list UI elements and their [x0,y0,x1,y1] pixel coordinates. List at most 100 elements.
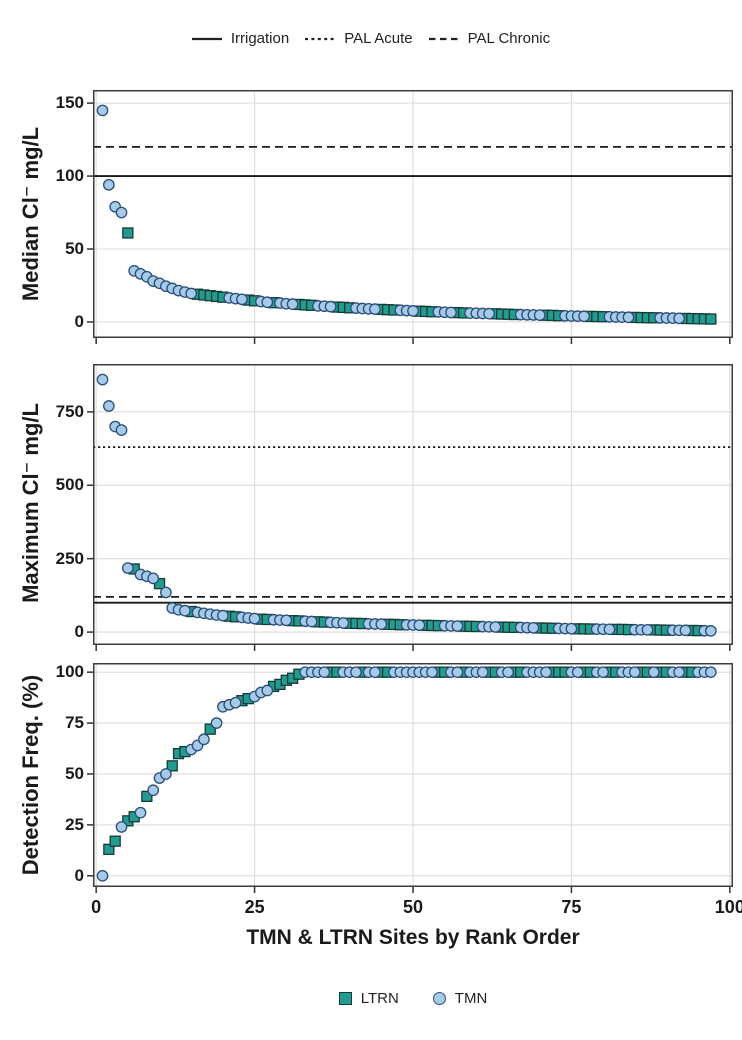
y-tick-label: 0 [74,622,84,642]
data-point-tmn [647,666,660,679]
data-point-tmn [96,869,109,882]
data-point-tmn [286,298,299,311]
data-point-tmn [96,373,109,386]
legend-label-irrigation: Irrigation [230,30,290,47]
data-point-tmn [502,666,514,679]
panel-border [93,663,733,887]
reference-lines [93,446,733,604]
data-point-tmn [679,624,692,637]
reference-line-legend: Irrigation PAL Acute PAL Chronic [0,30,742,47]
data-point-ltrn [103,843,115,855]
data-point-tmn [261,296,274,309]
legend-label-pal-acute: PAL Acute [344,30,413,47]
data-point-tmn [622,311,635,324]
data-point-tmn [489,621,502,633]
data-point-tmn [115,206,128,219]
panel-plot-svg-detection-frequency [87,663,733,893]
data-point-tmn [318,666,331,679]
data-point-tmn [673,312,685,325]
data-point-tmn [673,666,685,679]
data-points [96,666,717,882]
panel-detection-frequency [87,663,733,893]
data-point-tmn [527,621,540,634]
y-tick-label: 25 [65,814,84,834]
data-points [96,373,717,637]
gridlines [93,90,733,338]
data-point-tmn [407,305,419,317]
panel-border [93,364,733,645]
data-point-tmn [350,666,362,679]
legend-item-irrigation: Irrigation [191,30,290,47]
data-point-tmn [628,666,641,679]
data-point-tmn [571,666,584,679]
data-point-tmn [198,733,210,746]
data-point-tmn [280,614,293,627]
data-point-tmn [426,666,438,679]
axis-ticks [87,411,731,651]
data-point-tmn [210,717,223,729]
y-tick-label: 50 [65,239,84,258]
y-axis-title-median: Median Cl⁻ mg/L [18,126,43,302]
data-point-tmn [540,666,552,679]
site-group-legend: LTRN TMN [93,990,733,1007]
data-point-tmn [451,666,464,679]
data-point-tmn [369,303,381,315]
x-tick-label: 100 [714,897,742,917]
axis-ticks [87,102,731,344]
data-point-tmn [603,623,616,636]
data-point-tmn [102,400,115,412]
y-tick-label: 750 [55,401,84,421]
x-tick-label: 75 [561,897,582,917]
data-point-tmn [324,300,337,313]
data-point-tmn [147,784,160,797]
panel-maximum-chloride [87,364,733,651]
data-point-tmn [102,178,115,191]
data-point-tmn [134,806,147,819]
data-point-tmn [565,622,578,635]
y-axis-title-maximum: Maximum Cl⁻ mg/L [18,403,43,603]
x-axis-title: TMN & LTRN Sites by Rank Order [246,926,580,949]
gridlines [93,663,733,887]
data-point-tmn [641,623,654,636]
panel-border [93,90,733,338]
data-point-tmn [160,768,172,780]
data-point-tmn [597,666,609,679]
legend-label-ltrn: LTRN [360,990,399,1007]
data-point-ltrn [141,790,153,803]
y-tick-label: 75 [65,713,84,733]
data-point-tmn [337,617,350,629]
data-point-tmn [704,625,717,637]
y-tick-label: 250 [55,548,84,568]
data-point-tmn [445,306,457,319]
legend-label-tmn: TMN [454,990,488,1007]
pal-chronic-line-icon [428,37,459,40]
legend-item-ltrn: LTRN [338,990,399,1007]
data-point-ltrn [705,313,717,325]
data-point-tmn [369,666,381,679]
data-point-tmn [261,684,274,697]
data-point-tmn [305,615,318,628]
y-tick-label: 100 [55,166,84,186]
x-tick-label: 50 [402,897,424,917]
data-point-tmn [533,309,546,321]
data-point-tmn [160,586,172,599]
data-point-ltrn [204,723,216,735]
tmn-circle-icon [432,992,446,1005]
data-point-tmn [229,696,242,709]
y-tick-label: 500 [55,475,84,495]
legend-label-pal-chronic: PAL Chronic [467,30,551,47]
pal-acute-line-icon [305,37,336,40]
panel-plot-svg-median-chloride [87,90,733,344]
data-point-tmn [236,293,248,306]
axis-ticks [87,671,731,893]
panel-median-chloride [87,90,733,344]
irrigation-line-icon [191,37,222,40]
legend-item-pal-acute: PAL Acute [305,30,413,47]
data-point-tmn [179,604,191,617]
data-point-tmn [115,821,128,833]
x-tick-label: 25 [244,897,265,917]
data-point-tmn [704,666,717,679]
data-point-tmn [476,666,489,679]
data-point-ltrn [109,835,121,847]
data-point-tmn [185,287,198,300]
